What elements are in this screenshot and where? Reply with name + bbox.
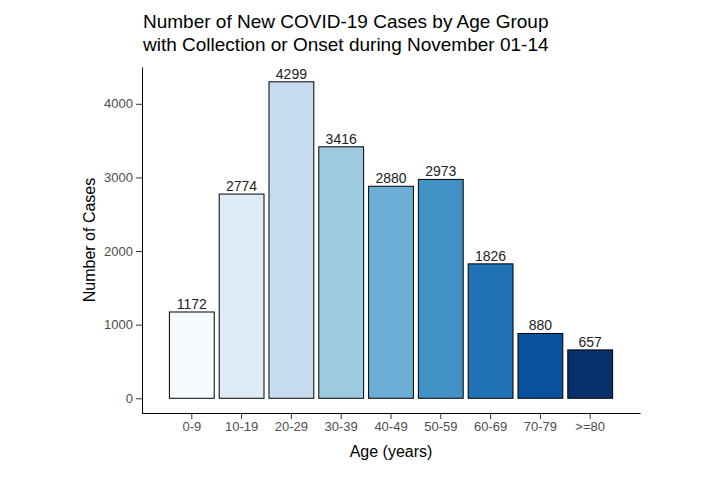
x-tick: 20-29 <box>275 413 308 434</box>
data-label: 2973 <box>425 163 456 179</box>
bar <box>319 147 364 398</box>
y-tick-label: 2000 <box>104 244 133 259</box>
x-tick-mark <box>341 413 342 419</box>
x-tick-mark <box>191 413 192 419</box>
y-tick-mark <box>136 251 142 252</box>
data-label: 4299 <box>276 66 307 82</box>
y-tick-mark <box>136 398 142 399</box>
x-tick-mark <box>391 413 392 419</box>
plot: 1172 2774 4299 3416 2880 2973 1826 880 657 0 1000 2… <box>104 66 640 434</box>
x-tick: 0-9 <box>182 413 201 434</box>
title-line: with Collection or Onset during November… <box>142 34 549 55</box>
x-tick-label: 60-69 <box>474 419 507 434</box>
y-tick: 3000 <box>104 170 142 185</box>
y-tick-label: 1000 <box>104 317 133 332</box>
x-tick: 40-49 <box>374 413 407 434</box>
y-tick: 1000 <box>104 317 142 332</box>
x-tick: 60-69 <box>474 413 507 434</box>
y-axis: 0 1000 2000 3000 4000 <box>104 68 142 414</box>
x-tick-mark <box>590 413 591 419</box>
x-tick-label: 30-39 <box>325 419 358 434</box>
x-tick-mark <box>241 413 242 419</box>
x-tick-label: 40-49 <box>374 419 407 434</box>
x-tick: 30-39 <box>325 413 358 434</box>
x-tick: 50-59 <box>424 413 457 434</box>
bar <box>169 312 214 398</box>
data-label: 1826 <box>475 248 506 264</box>
x-tick: >=80 <box>575 413 605 434</box>
bar <box>269 82 314 398</box>
y-tick-label: 3000 <box>104 170 133 185</box>
y-tick: 4000 <box>104 96 142 111</box>
chart: 1172 2774 4299 3416 2880 2973 1826 880 657 0 1000 2… <box>0 0 720 480</box>
bars <box>169 82 612 398</box>
bar <box>369 186 414 398</box>
x-tick-label: 10-19 <box>225 419 258 434</box>
bar <box>418 179 463 398</box>
title-line: Number of New COVID-19 Cases by Age Grou… <box>143 11 549 32</box>
y-tick-mark <box>136 325 142 326</box>
bar <box>219 194 264 398</box>
data-label: 1172 <box>177 296 207 312</box>
y-tick-label: 0 <box>126 391 133 406</box>
data-label: 3416 <box>326 131 357 147</box>
x-tick: 70-79 <box>524 413 557 434</box>
y-tick-mark <box>136 177 142 178</box>
y-tick-label: 4000 <box>104 96 133 111</box>
bar <box>518 333 563 398</box>
x-tick-label: 50-59 <box>424 419 457 434</box>
y-tick: 0 <box>126 391 142 406</box>
title: Number of New COVID-19 Cases by Age Grou… <box>142 11 549 55</box>
y-tick: 2000 <box>104 244 142 259</box>
x-axis: 0-9 10-19 20-29 30-39 40-49 50-59 60-69 70-79 >=… <box>143 413 641 434</box>
x-tick-label: 20-29 <box>275 419 308 434</box>
data-label: 2774 <box>226 178 257 194</box>
x-axis-title: Age (years) <box>350 443 433 460</box>
y-axis-title: Number of Cases <box>81 178 98 303</box>
x-tick-mark <box>291 413 292 419</box>
bar <box>568 350 613 398</box>
bar <box>468 264 513 398</box>
data-labels: 1172 2774 4299 3416 2880 2973 1826 880 657 <box>177 66 602 350</box>
data-label: 880 <box>529 317 553 333</box>
data-label: 657 <box>579 334 603 350</box>
x-tick-mark <box>440 413 441 419</box>
y-axis-line <box>142 68 143 414</box>
x-tick: 10-19 <box>225 413 258 434</box>
x-tick-mark <box>490 413 491 419</box>
x-tick-mark <box>540 413 541 419</box>
x-tick-label: 0-9 <box>182 419 201 434</box>
x-tick-label: >=80 <box>575 419 605 434</box>
y-tick-mark <box>136 104 142 105</box>
data-label: 2880 <box>375 170 406 186</box>
x-tick-label: 70-79 <box>524 419 557 434</box>
